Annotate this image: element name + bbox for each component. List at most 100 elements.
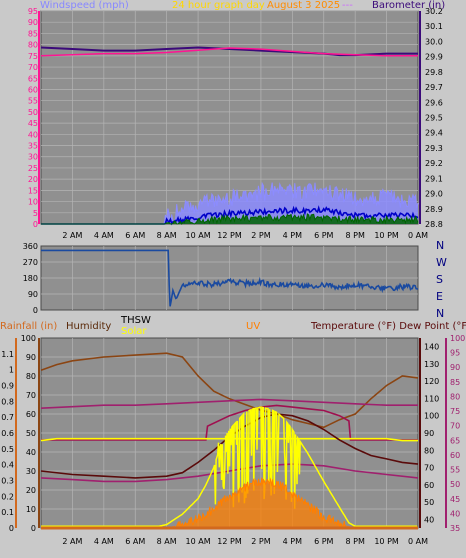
direction-tick-label: 90 <box>28 290 38 299</box>
pressure-trend-line <box>40 47 418 57</box>
dewpoint-tick-label: 55 <box>450 466 460 475</box>
barometer-tick-label: 29.9 <box>425 53 443 62</box>
windspeed-time-labels: 2 AM 4 AM 6 AM 8 AM 10 AM 12 PM 2 PM 4 PM 6 PM 8 … <box>62 231 428 240</box>
windspeed-grid <box>41 10 418 224</box>
temperature-tick-label: 80 <box>424 446 434 455</box>
chart-title: 24 hour graph day <box>172 0 265 11</box>
temperature-tick-label: 120 <box>424 377 439 386</box>
barometer-tick-label: 28.8 <box>425 220 443 229</box>
time-tick-label: 2 PM <box>251 537 270 546</box>
windspeed-tick-label: 45 <box>28 119 38 128</box>
chart-title-suffix: --- <box>342 0 353 11</box>
dewpoint-tick-label: 35 <box>450 524 460 533</box>
thsw-line <box>41 404 418 441</box>
dewpoint-tick-label: 85 <box>450 378 460 387</box>
temperature-tick-label: 70 <box>424 464 434 473</box>
direction-tick-labels: 0 90 180 270 360 <box>23 242 38 315</box>
dewpoint-tick-label: 45 <box>450 495 460 504</box>
solar-label: Solar <box>121 326 147 337</box>
humidity-axis-label: Humidity <box>66 321 111 332</box>
humidity-tick-labels: 0 10 20 30 40 50 60 70 80 90 100 <box>21 334 40 533</box>
time-tick-label: 10 PM <box>374 231 399 240</box>
humidity-tick-label: 70 <box>26 391 36 400</box>
compass-label: E <box>436 290 443 303</box>
time-tick-label: 10 AM <box>186 231 211 240</box>
dewpoint-tick-label: 50 <box>450 480 460 489</box>
dewpoint-tick-label: 95 <box>450 349 460 358</box>
chart-date: August 3 2025 <box>267 0 340 11</box>
barometer-tick-label: 30.1 <box>425 22 443 31</box>
barometer-tick-label: 28.9 <box>425 205 443 214</box>
windspeed-tick-labels: 0 5 10 15 20 25 30 35 40 45 50 55 60 65 70 75 80 85 90 95 <box>28 7 40 229</box>
dewpoint-tick-label: 75 <box>450 407 460 416</box>
time-tick-label: 4 PM <box>283 231 302 240</box>
compass-label: N <box>436 239 444 252</box>
windspeed-axis-label: Windspeed (mph) <box>40 0 129 11</box>
windspeed-tick-label: 90 <box>28 18 38 27</box>
dewpoint-tick-label: 60 <box>450 451 460 460</box>
humidity-tick-label: 0 <box>31 524 36 533</box>
temperature-tick-label: 40 <box>424 515 434 524</box>
thsw-label: THSW <box>120 315 151 326</box>
barometer-tick-label: 29.6 <box>425 98 443 107</box>
temperature-tick-label: 140 <box>424 343 439 352</box>
humidity-tick-label: 80 <box>26 372 36 381</box>
temperature-tick-label: 90 <box>424 429 434 438</box>
windspeed-tick-label: 10 <box>28 198 38 207</box>
windspeed-series <box>40 46 419 226</box>
windspeed-tick-label: 5 <box>33 209 38 218</box>
windspeed-tick-label: 25 <box>28 164 38 173</box>
time-tick-label: 4 AM <box>94 231 114 240</box>
barometer-tick-label: 29.0 <box>425 190 443 199</box>
windspeed-tick-label: 60 <box>28 85 38 94</box>
rainfall-tick-label: 1 <box>9 366 14 375</box>
rainfall-tick-label: 0.5 <box>1 445 14 454</box>
barometer-tick-label: 29.7 <box>425 83 443 92</box>
wind-low-line <box>41 213 419 226</box>
humidity-tick-label: 40 <box>26 448 36 457</box>
rainfall-tick-label: 0.7 <box>1 413 14 422</box>
dewpoint-tick-label: 65 <box>450 436 460 445</box>
humidity-tick-label: 100 <box>21 334 36 343</box>
windspeed-tick-label: 30 <box>28 153 38 162</box>
time-tick-label: 12 PM <box>217 231 242 240</box>
barometer-tick-label: 30.2 <box>425 7 443 16</box>
windspeed-tick-label: 15 <box>28 186 38 195</box>
dewpoint-tick-label: 100 <box>450 334 465 343</box>
time-tick-label: 6 AM <box>125 537 145 546</box>
time-tick-label: 6 PM <box>314 537 333 546</box>
rainfall-tick-label: 1.1 <box>1 350 14 359</box>
rainfall-tick-label: 0.2 <box>1 492 14 501</box>
windspeed-tick-label: 75 <box>28 52 38 61</box>
wind-direction-line <box>41 249 419 307</box>
time-tick-label: 8 AM <box>157 537 177 546</box>
compass-label: W <box>436 256 447 269</box>
dewpoint-tick-label: 40 <box>450 509 460 518</box>
rainfall-tick-label: 0.8 <box>1 397 14 406</box>
time-tick-label: 6 PM <box>314 231 333 240</box>
rainfall-axis-label: Rainfall (in) <box>0 321 57 332</box>
windspeed-tick-label: 40 <box>28 130 38 139</box>
temperature-tick-label: 50 <box>424 498 434 507</box>
humidity-tick-label: 30 <box>26 467 36 476</box>
dewpoint-tick-label: 70 <box>450 422 460 431</box>
barometer-tick-label: 29.1 <box>425 174 443 183</box>
humidity-tick-label: 90 <box>26 353 36 362</box>
compass-label: S <box>436 273 443 286</box>
rainfall-tick-label: 0 <box>9 524 14 533</box>
time-tick-label: 8 AM <box>157 231 177 240</box>
dewpoint-tick-label: 80 <box>450 392 460 401</box>
time-tick-label: 10 AM <box>186 537 211 546</box>
dewpoint-reference-line <box>40 398 418 409</box>
windspeed-tick-label: 55 <box>28 97 38 106</box>
rainfall-tick-label: 0.3 <box>1 477 14 486</box>
uv-label: UV <box>246 321 260 332</box>
rainfall-tick-label: 0.4 <box>1 461 14 470</box>
time-tick-label: 4 PM <box>283 537 302 546</box>
direction-grid <box>41 246 418 310</box>
time-tick-label: 0 AM <box>408 537 428 546</box>
temperature-axis-label: Temperature (°F) Dew Point (°F) <box>310 321 466 332</box>
